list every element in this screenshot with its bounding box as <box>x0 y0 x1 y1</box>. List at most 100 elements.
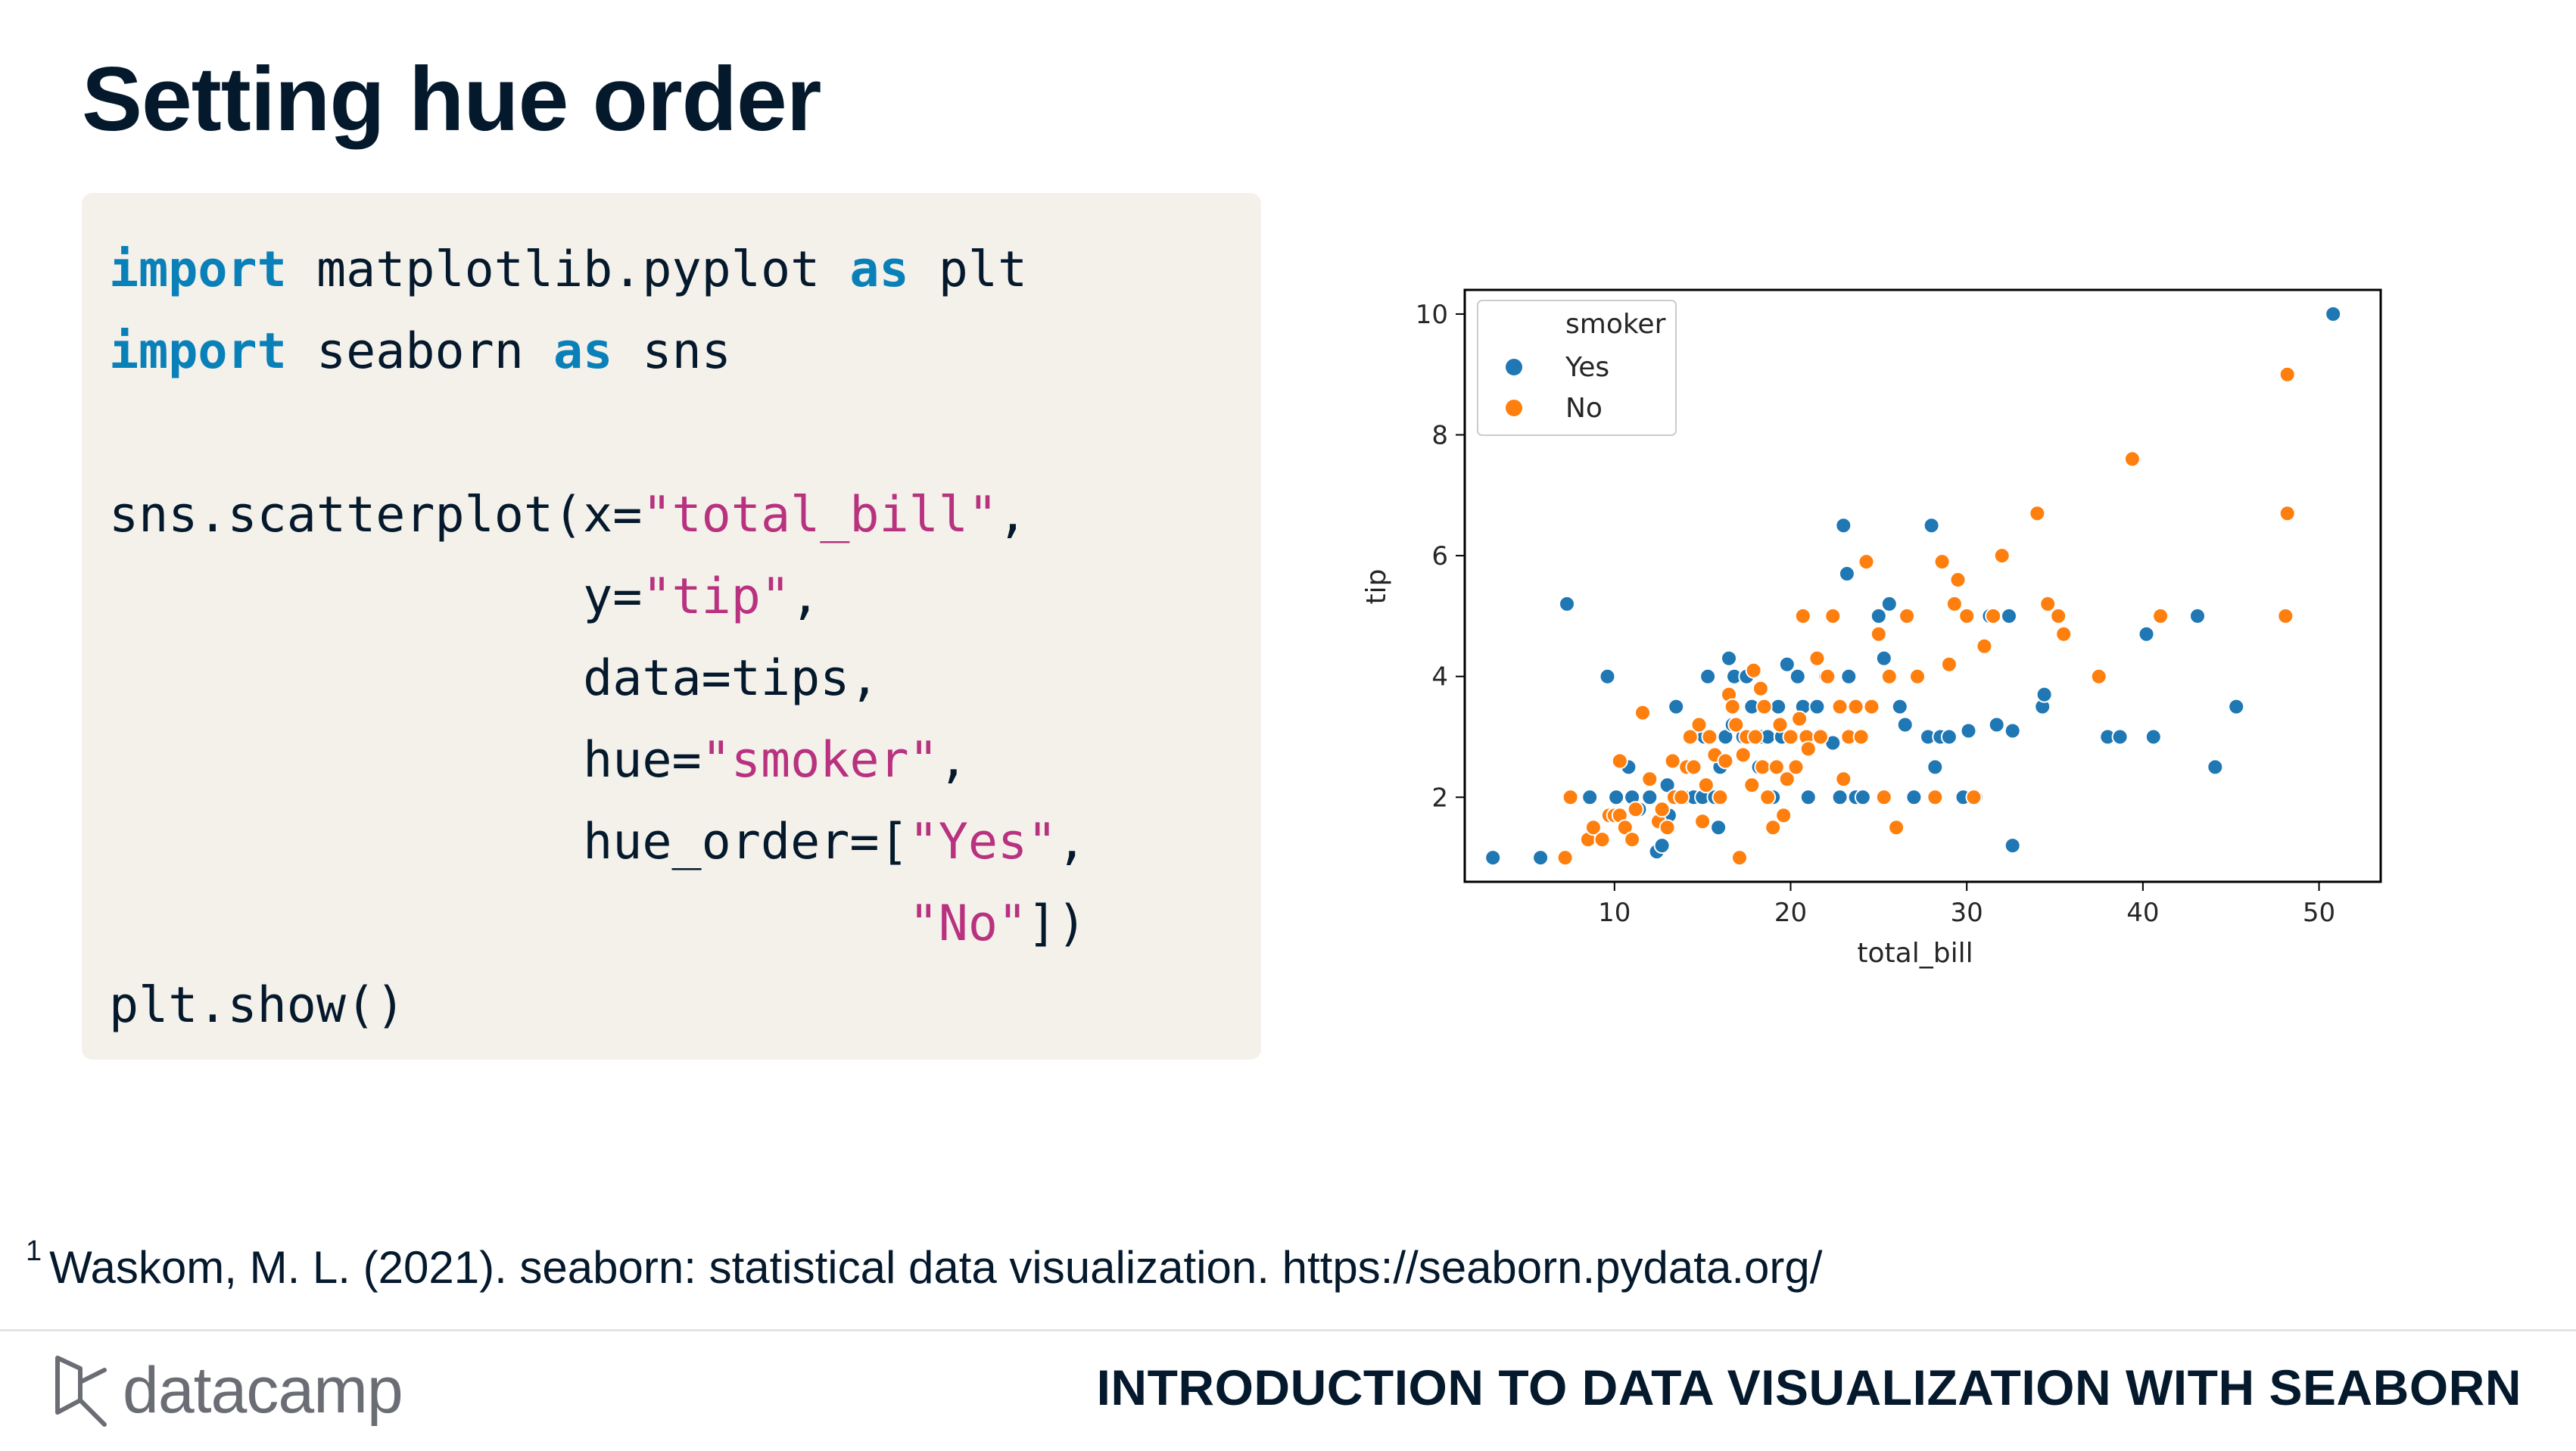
data-point-no <box>1782 728 1799 746</box>
data-point-no <box>1754 758 1771 776</box>
x-axis-label: total_bill <box>1857 938 1973 969</box>
footer-divider <box>0 1329 2576 1331</box>
data-point-yes <box>1532 849 1550 867</box>
data-point-no <box>1681 728 1699 746</box>
data-point-no <box>1799 740 1817 758</box>
footnote: 1 Waskom, M. L. (2021). seaborn: statisti… <box>26 1235 1822 1294</box>
data-point-no <box>2050 607 2067 624</box>
data-point-yes <box>1960 722 1977 740</box>
data-point-no <box>1888 819 1905 836</box>
data-point-no <box>1627 801 1644 818</box>
data-point-no <box>2152 607 2170 624</box>
data-point-no <box>1641 771 1659 788</box>
slide-title: Setting hue order <box>82 48 821 150</box>
data-point-no <box>1958 607 1976 624</box>
data-point-yes <box>1799 789 1817 806</box>
code-text: , <box>998 487 1028 543</box>
data-point-no <box>1712 789 1729 806</box>
course-title: INTRODUCTION TO DATA VISUALIZATION WITH … <box>1096 1359 2521 1415</box>
data-point-no <box>1985 607 2002 624</box>
code-string: "smoker" <box>701 732 939 789</box>
data-point-no <box>1664 752 1681 770</box>
data-point-no <box>1831 698 1849 715</box>
x-tick-label: 40 <box>2126 898 2159 928</box>
data-point-yes <box>2189 607 2206 624</box>
code-line: hue="smoker", <box>109 720 1261 802</box>
data-point-no <box>2277 607 2294 624</box>
legend-label-no: No <box>1565 393 1603 424</box>
data-point-no <box>1694 813 1712 830</box>
code-line: import matplotlib.pyplot as plt <box>109 229 1261 311</box>
data-point-no <box>1731 849 1748 867</box>
data-point-no <box>1724 698 1741 715</box>
data-point-yes <box>1721 649 1737 667</box>
footnote-marker: 1 <box>26 1235 42 1267</box>
data-point-no <box>1746 728 1764 746</box>
data-point-no <box>1584 819 1602 836</box>
data-point-yes <box>1875 649 1892 667</box>
data-point-yes <box>1608 789 1625 806</box>
data-point-no <box>1808 649 1826 667</box>
x-tick-label: 10 <box>1598 898 1631 928</box>
data-point-no <box>1976 637 1993 655</box>
data-point-no <box>1791 710 1808 727</box>
data-point-no <box>1624 831 1641 848</box>
data-point-yes <box>1835 517 1852 534</box>
code-string: "total_bill" <box>642 487 998 543</box>
code-text: hue_order=[ <box>109 814 909 870</box>
brand-name: datacamp <box>123 1354 403 1427</box>
code-lines: import matplotlib.pyplot as plt import se… <box>109 229 1261 1047</box>
code-keyword: import <box>109 323 287 380</box>
data-point-yes <box>1838 565 1855 582</box>
x-tick-label: 20 <box>1774 898 1807 928</box>
code-text: plt <box>908 241 1028 298</box>
code-line: sns.scatterplot(x="total_bill", <box>109 475 1261 556</box>
data-point-yes <box>1778 655 1796 673</box>
x-tick-label: 50 <box>2303 898 2335 928</box>
data-point-yes <box>2228 698 2245 715</box>
data-point-no <box>1835 771 1852 788</box>
data-point-no <box>1759 789 1777 806</box>
code-line: data=tips, <box>109 638 1261 720</box>
data-point-yes <box>2004 722 2021 740</box>
data-point-no <box>2029 505 2046 522</box>
plot-frame <box>1463 288 2382 883</box>
code-line: y="tip", <box>109 556 1261 638</box>
code-text: y= <box>109 568 643 625</box>
data-point-yes <box>1808 698 1826 715</box>
y-tick-label: 6 <box>1431 541 1448 571</box>
data-point-yes <box>1891 698 1908 715</box>
y-tick-label: 10 <box>1416 300 1448 330</box>
data-point-no <box>1765 819 1782 836</box>
data-point-no <box>1847 698 1864 715</box>
data-point-no <box>2279 505 2296 522</box>
data-point-no <box>1794 607 1811 624</box>
data-point-no <box>1755 698 1773 715</box>
data-point-yes <box>1789 668 1806 685</box>
legend-marker-no <box>1504 398 1524 418</box>
data-point-no <box>1653 801 1671 818</box>
code-text: data=tips, <box>109 650 880 707</box>
data-point-no <box>1927 789 1944 806</box>
data-point-yes <box>2145 728 2162 746</box>
data-point-yes <box>1896 716 1914 733</box>
data-point-no <box>1858 553 1875 571</box>
data-point-yes <box>1699 668 1717 685</box>
code-line: import seaborn as sns <box>109 311 1261 393</box>
data-point-no <box>1775 807 1793 824</box>
code-text: , <box>938 732 968 789</box>
data-point-no <box>1752 680 1769 697</box>
data-point-yes <box>1854 789 1871 806</box>
data-point-yes <box>1927 758 1944 776</box>
x-tick-label: 30 <box>1951 898 1983 928</box>
y-tick-label: 4 <box>1431 662 1448 693</box>
data-point-yes <box>2138 625 2155 643</box>
data-point-no <box>1824 607 1842 624</box>
data-point-no <box>1701 728 1718 746</box>
code-text <box>109 895 909 952</box>
data-point-yes <box>1770 698 1787 715</box>
code-line: hue_order=["Yes", <box>109 802 1261 883</box>
data-point-no <box>1880 668 1898 685</box>
code-text: ]) <box>1027 895 1087 952</box>
legend-marker-yes <box>1504 357 1524 377</box>
